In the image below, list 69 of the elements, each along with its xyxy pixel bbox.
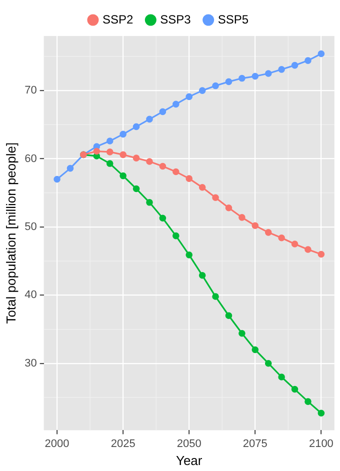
point bbox=[120, 172, 126, 180]
point bbox=[212, 293, 219, 300]
point bbox=[291, 386, 298, 393]
point bbox=[278, 66, 285, 73]
point bbox=[291, 62, 298, 69]
point bbox=[212, 82, 219, 90]
point bbox=[252, 72, 259, 80]
point bbox=[318, 410, 325, 417]
point bbox=[304, 57, 312, 64]
y-tick-label: 70 bbox=[24, 84, 37, 97]
point bbox=[159, 162, 166, 170]
point bbox=[186, 93, 193, 100]
point bbox=[238, 214, 246, 221]
point bbox=[172, 168, 180, 176]
point bbox=[172, 232, 180, 240]
point bbox=[186, 175, 193, 182]
x-tick-label: 2000 bbox=[44, 438, 70, 450]
point bbox=[146, 199, 153, 206]
point bbox=[198, 272, 206, 279]
point bbox=[172, 100, 180, 108]
point bbox=[93, 148, 100, 155]
point bbox=[278, 234, 285, 242]
point bbox=[132, 123, 140, 130]
point bbox=[146, 116, 153, 123]
point bbox=[291, 240, 298, 248]
point bbox=[264, 360, 272, 367]
legend-label: SSP3 bbox=[160, 12, 192, 26]
point bbox=[132, 185, 140, 192]
point bbox=[212, 194, 219, 202]
point bbox=[225, 204, 232, 212]
point bbox=[159, 108, 166, 116]
legend-label: SSP5 bbox=[218, 12, 249, 26]
point bbox=[54, 176, 60, 183]
point bbox=[264, 229, 272, 236]
x-axis-title: Year bbox=[176, 452, 203, 468]
y-tick-label: 30 bbox=[24, 357, 37, 370]
legend-label: SSP2 bbox=[102, 12, 134, 26]
point bbox=[238, 330, 246, 337]
point bbox=[66, 164, 74, 172]
point bbox=[225, 312, 232, 320]
point bbox=[146, 158, 153, 165]
point bbox=[225, 78, 232, 86]
point bbox=[252, 346, 259, 354]
point bbox=[264, 70, 272, 77]
point bbox=[132, 154, 140, 162]
x-tick-label: 2025 bbox=[110, 438, 136, 450]
point bbox=[120, 151, 126, 158]
y-tick-label: 60 bbox=[24, 152, 37, 165]
x-tick-label: 2050 bbox=[176, 438, 202, 450]
x-tick-label: 2075 bbox=[242, 438, 268, 450]
point bbox=[106, 138, 114, 144]
point bbox=[120, 130, 126, 138]
x-tick-label: 2100 bbox=[308, 438, 334, 450]
point bbox=[252, 222, 259, 229]
point bbox=[278, 374, 285, 380]
point bbox=[159, 214, 166, 222]
point bbox=[198, 87, 206, 94]
point bbox=[304, 398, 312, 405]
y-tick-label: 40 bbox=[24, 289, 37, 302]
point bbox=[318, 50, 325, 58]
point bbox=[106, 160, 114, 167]
point bbox=[198, 184, 206, 191]
y-tick-label: 50 bbox=[24, 220, 37, 233]
point bbox=[238, 74, 246, 82]
point bbox=[106, 148, 114, 156]
point bbox=[318, 250, 325, 258]
point bbox=[186, 252, 193, 258]
y-axis-title: Total population [million people] bbox=[3, 142, 18, 324]
point bbox=[304, 246, 312, 253]
